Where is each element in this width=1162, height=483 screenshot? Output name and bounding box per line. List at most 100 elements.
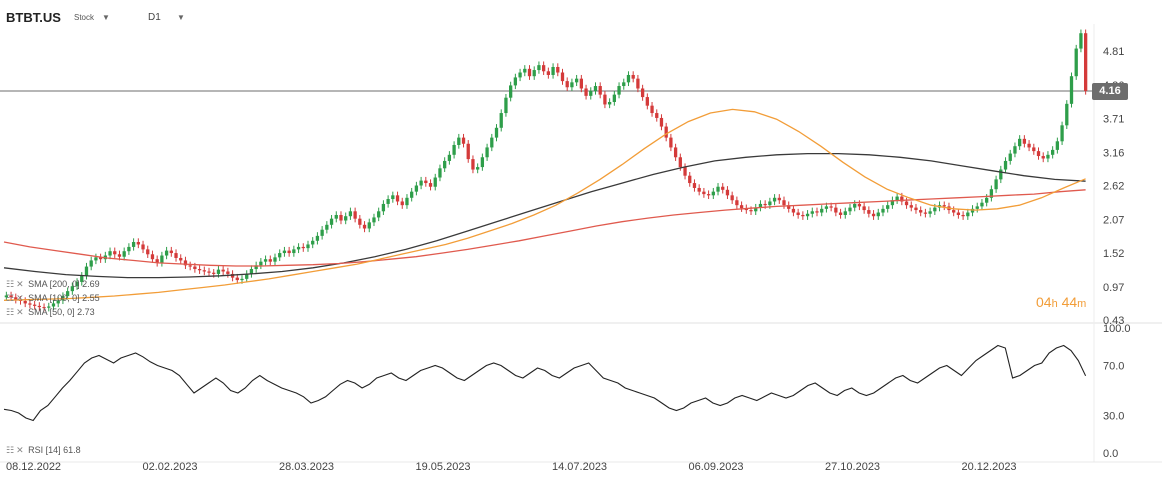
- candle-body: [42, 307, 46, 309]
- candle-body: [1041, 156, 1045, 159]
- indicator-remove-icon[interactable]: ✕: [16, 307, 24, 317]
- candle: [890, 196, 895, 209]
- candle: [838, 208, 843, 219]
- legend-sma100[interactable]: ☷ ✕ SMA [100, 0] 2.55: [6, 293, 100, 304]
- candle-body: [202, 270, 206, 272]
- candle: [655, 109, 659, 122]
- candle: [980, 199, 984, 211]
- candle-body: [683, 167, 687, 176]
- symbol-dropdown-icon[interactable]: ▼: [102, 13, 110, 22]
- candle-body: [197, 269, 202, 271]
- candle: [169, 246, 173, 257]
- candle-body: [127, 246, 131, 252]
- candle-body: [688, 175, 692, 184]
- candle: [400, 197, 404, 209]
- candle-body: [348, 211, 353, 217]
- candle: [659, 114, 664, 131]
- candle-body: [23, 300, 27, 304]
- candle-body: [1018, 138, 1022, 147]
- candle: [386, 195, 390, 208]
- candle-body: [617, 86, 621, 95]
- legend-sma200[interactable]: ☷ ✕ SMA [200, 0] 2.69: [6, 279, 100, 290]
- candle: [739, 201, 744, 212]
- candle-body: [881, 208, 885, 213]
- indicator-settings-icon[interactable]: ☷: [6, 279, 15, 289]
- candle: [150, 250, 155, 263]
- candle-body: [598, 86, 602, 95]
- indicator-settings-icon[interactable]: ☷: [6, 445, 15, 455]
- candle-body: [9, 295, 13, 298]
- candle-body: [518, 72, 522, 78]
- candle-body: [895, 196, 899, 201]
- timeframe-dropdown-icon[interactable]: ▼: [177, 13, 185, 22]
- candle: [457, 133, 461, 149]
- candle: [23, 297, 27, 308]
- legend-rsi[interactable]: ☷ ✕ RSI [14] 61.8: [6, 445, 81, 456]
- candle: [683, 163, 687, 180]
- candle-body: [876, 212, 880, 217]
- candle: [1022, 135, 1027, 148]
- price-axis-tick: 0.43: [1103, 315, 1124, 327]
- candle-body: [603, 94, 607, 105]
- candle-body: [485, 147, 489, 158]
- candle-body: [98, 257, 103, 260]
- candle: [607, 98, 612, 109]
- candle: [527, 65, 532, 80]
- candle-body: [113, 251, 117, 255]
- candle-body: [282, 250, 287, 254]
- candle: [372, 213, 376, 227]
- candle: [871, 210, 876, 220]
- candle: [353, 207, 357, 223]
- candle: [37, 302, 41, 311]
- candle-body: [235, 277, 239, 281]
- candle-body: [245, 273, 249, 279]
- candle: [1065, 100, 1069, 130]
- candle-body: [843, 211, 847, 215]
- indicator-settings-icon[interactable]: ☷: [6, 307, 15, 317]
- indicator-remove-icon[interactable]: ✕: [16, 293, 24, 303]
- indicator-remove-icon[interactable]: ✕: [16, 445, 24, 455]
- candle: [367, 218, 371, 233]
- candle: [306, 240, 310, 252]
- candle-body: [989, 189, 994, 198]
- candle: [32, 300, 37, 310]
- indicator-remove-icon[interactable]: ✕: [16, 279, 24, 289]
- candle: [603, 90, 607, 109]
- candle: [664, 122, 668, 142]
- candle: [626, 71, 631, 87]
- candle: [259, 257, 263, 270]
- candle-body: [692, 183, 697, 188]
- candle-body: [966, 212, 970, 217]
- legend-sma50[interactable]: ☷ ✕ SMA [50, 0] 2.73: [6, 307, 95, 318]
- sma200-line: [3, 152, 1086, 279]
- candle: [702, 187, 706, 198]
- candle-body: [443, 160, 447, 169]
- symbol-selector[interactable]: BTBT.US: [6, 10, 61, 25]
- candle-body: [923, 212, 928, 214]
- candle: [245, 270, 249, 283]
- indicator-settings-icon[interactable]: ☷: [6, 293, 15, 303]
- candle: [461, 133, 466, 148]
- candle: [466, 140, 470, 163]
- candle: [622, 78, 626, 90]
- candle: [391, 191, 395, 203]
- timeframe-selector[interactable]: D1: [148, 12, 161, 23]
- candle-body: [919, 210, 923, 213]
- candle-body: [669, 137, 673, 148]
- candle: [853, 200, 857, 212]
- candle: [843, 207, 847, 219]
- candle: [136, 238, 140, 249]
- candle-body: [834, 207, 838, 213]
- candle-body: [673, 147, 678, 158]
- candle: [711, 187, 715, 200]
- price-axis-tick: 3.71: [1103, 114, 1124, 126]
- candle-body: [89, 260, 93, 267]
- candle: [706, 190, 711, 200]
- candle: [197, 265, 202, 274]
- candle-body: [999, 169, 1003, 180]
- candle-body: [928, 211, 932, 214]
- candle-body: [183, 260, 188, 266]
- candle: [650, 101, 654, 117]
- candle: [292, 245, 296, 257]
